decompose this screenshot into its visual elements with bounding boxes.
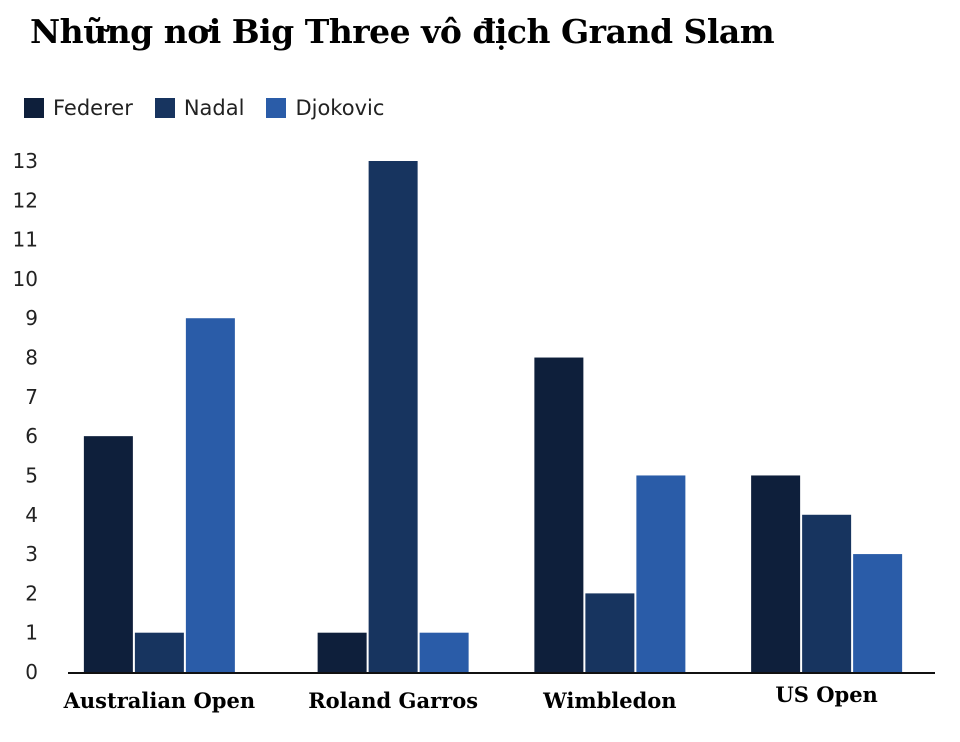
bar-nadal-1: [368, 161, 418, 672]
bar-federer-2: [534, 357, 584, 672]
y-tick-label: 11: [13, 228, 38, 252]
y-tick-label: 13: [13, 149, 38, 173]
legend-swatch-djokovic: [266, 98, 287, 118]
y-tick-label: 3: [25, 542, 38, 566]
bar-djokovic-3: [853, 554, 903, 672]
y-tick-label: 8: [25, 346, 38, 370]
x-category-label: Australian Open: [63, 688, 256, 713]
y-tick-label: 6: [25, 424, 38, 448]
legend-label-djokovic: Djokovic: [295, 96, 385, 120]
y-tick-label: 12: [13, 188, 38, 212]
legend-swatch-federer: [24, 98, 44, 118]
y-tick-label: 5: [25, 463, 38, 487]
legend-label-nadal: Nadal: [183, 96, 245, 120]
bar-federer-3: [751, 475, 801, 672]
y-tick-label: 2: [25, 581, 38, 605]
y-tick-label: 0: [25, 660, 38, 684]
bar-nadal-0: [134, 632, 184, 672]
legend-item-federer: Federer: [24, 96, 133, 120]
legend-item-nadal: Nadal: [154, 96, 245, 120]
y-tick-label: 1: [25, 621, 38, 645]
y-tick-label: 7: [25, 385, 38, 409]
bar-federer-0: [83, 436, 133, 672]
bar-djokovic-2: [636, 475, 686, 672]
legend-label-federer: Federer: [53, 96, 133, 120]
legend-item-djokovic: Djokovic: [266, 96, 384, 120]
x-category-label: Roland Garros: [308, 688, 478, 713]
bar-nadal-2: [585, 593, 635, 672]
x-category-label: US Open: [775, 682, 877, 707]
bar-djokovic-1: [419, 632, 469, 672]
y-tick-label: 10: [13, 267, 38, 291]
bar-federer-1: [317, 632, 367, 672]
y-tick-label: 4: [25, 503, 38, 527]
x-category-label: Wimbledon: [542, 688, 676, 713]
legend: Federer Nadal Djokovic: [24, 96, 384, 120]
legend-swatch-nadal: [154, 98, 175, 118]
y-tick-label: 9: [25, 306, 38, 330]
bar-nadal-3: [802, 514, 852, 672]
bar-djokovic-0: [185, 318, 235, 672]
chart-title: Những nơi Big Three vô địch Grand Slam: [30, 12, 775, 51]
